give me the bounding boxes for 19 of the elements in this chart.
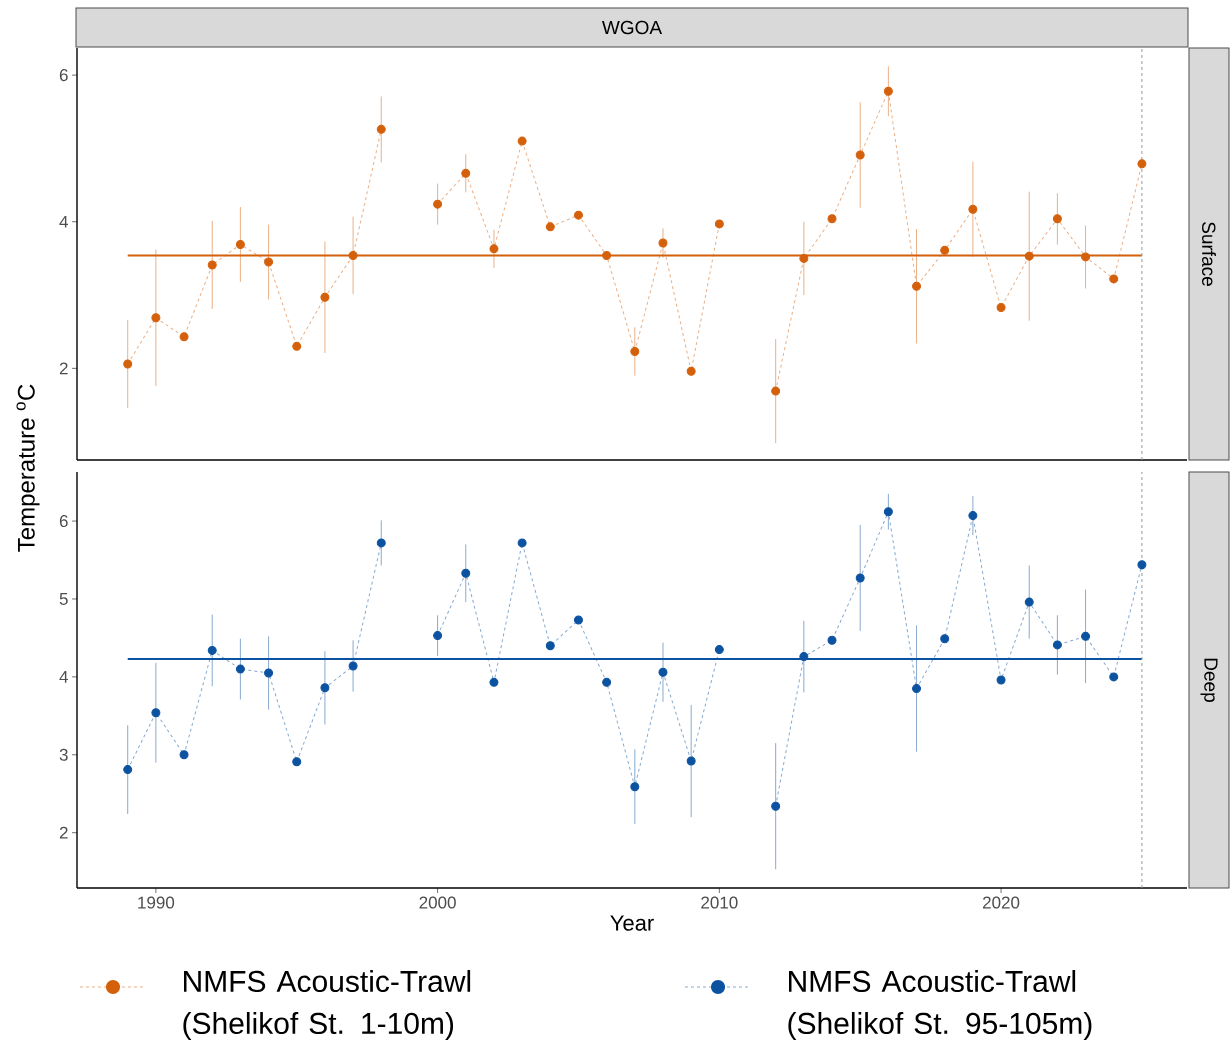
y-tick-label: 4 — [59, 671, 68, 683]
x-tick-label: 2020 — [983, 896, 1020, 909]
y-tick-label: 2 — [59, 826, 68, 839]
y-tick-label: 4 — [59, 215, 68, 228]
y2-axis-title: Surface — [1202, 222, 1216, 286]
y-axis-title: Temperature $^{o}$C — [16, 384, 40, 552]
x-axis-title: Year — [610, 915, 654, 931]
y-tick-label: 6 — [59, 69, 68, 82]
legend-label: NMFS Acoustic-Trawl (Shelikof St. 95-105m) — [788, 970, 1092, 1040]
chart-title: WGOA — [601, 20, 663, 35]
y-tick-label: 5 — [59, 593, 68, 605]
y-tick-label: 3 — [59, 748, 68, 761]
x-tick-label: 1990 — [138, 896, 175, 909]
x-tick-label: 2010 — [701, 896, 738, 909]
y-tick-label: 6 — [59, 515, 68, 528]
y-tick-label: 2 — [59, 362, 68, 375]
legend-label: NMFS Acoustic-Trawl (Shelikof St. 1-10m) — [183, 970, 471, 1040]
x-tick-label: 2000 — [419, 896, 456, 909]
y2-axis-title: Deep — [1200, 658, 1218, 702]
